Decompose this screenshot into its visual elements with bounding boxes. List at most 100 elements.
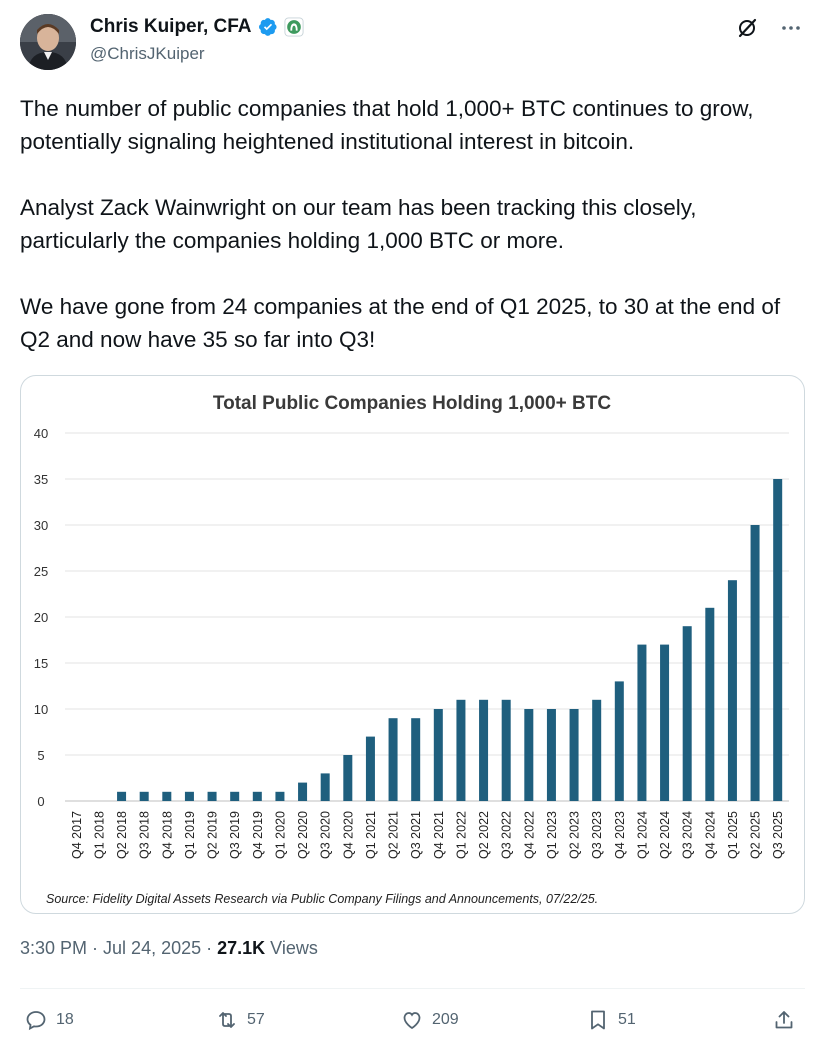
bookmark-count: 51 <box>618 1011 636 1028</box>
x-tick-label: Q4 2023 <box>613 811 627 859</box>
bar <box>546 709 556 801</box>
tweet-time[interactable]: 3:30 PM <box>20 938 88 958</box>
bar <box>479 699 489 801</box>
bar <box>388 718 398 801</box>
bar <box>456 699 466 801</box>
x-tick-label: Q3 2023 <box>590 811 604 859</box>
tweet-date[interactable]: Jul 24, 2025 <box>103 938 202 958</box>
chart-source: Source: Fidelity Digital Assets Research… <box>46 892 598 906</box>
bar <box>614 681 624 801</box>
divider <box>20 988 805 989</box>
views-label: Views <box>265 938 318 958</box>
x-tick-label: Q4 2017 <box>70 811 84 859</box>
y-tick-label: 35 <box>34 472 48 487</box>
x-tick-label: Q2 2020 <box>296 811 310 859</box>
bar <box>343 755 353 801</box>
reply-count: 18 <box>56 1011 74 1028</box>
bar <box>117 791 127 801</box>
x-tick-label: Q1 2024 <box>635 811 649 859</box>
verified-badge-icon[interactable] <box>258 17 278 37</box>
avatar[interactable] <box>20 14 76 70</box>
retweet-button[interactable]: 57 <box>215 1008 265 1032</box>
bar <box>320 773 330 801</box>
share-button[interactable] <box>772 1008 796 1032</box>
x-tick-label: Q1 2018 <box>92 811 106 859</box>
grok-icon[interactable] <box>735 16 759 40</box>
heart-icon <box>403 1012 421 1030</box>
meta-separator: · <box>201 938 218 958</box>
tweet-meta: 3:30 PM · Jul 24, 2025 · 27.1K Views <box>20 938 318 959</box>
bar <box>592 699 602 801</box>
bar <box>501 699 511 801</box>
reply-icon <box>26 1011 46 1031</box>
bar <box>275 791 285 801</box>
bar <box>207 791 217 801</box>
bar <box>252 791 262 801</box>
x-tick-label: Q4 2022 <box>522 811 536 859</box>
x-tick-label: Q4 2020 <box>341 811 355 859</box>
author-name[interactable]: Chris Kuiper, CFA <box>90 16 252 37</box>
x-tick-label: Q3 2021 <box>409 811 423 859</box>
x-tick-label: Q1 2019 <box>183 811 197 859</box>
y-tick-label: 30 <box>34 518 48 533</box>
x-tick-label: Q4 2018 <box>160 811 174 859</box>
x-tick-label: Q3 2024 <box>681 811 695 859</box>
y-tick-label: 25 <box>34 564 48 579</box>
retweet-count: 57 <box>247 1011 265 1028</box>
x-tick-label: Q2 2021 <box>387 811 401 859</box>
chart-title: Total Public Companies Holding 1,000+ BT… <box>213 393 611 414</box>
x-tick-label: Q2 2025 <box>749 811 763 859</box>
action-bar: 18 57 209 51 <box>20 1008 805 1038</box>
author-handle[interactable]: @ChrisJKuiper <box>90 44 205 63</box>
x-tick-label: Q4 2019 <box>251 811 265 859</box>
bar <box>750 525 760 801</box>
x-tick-label: Q3 2025 <box>771 811 785 859</box>
x-tick-label: Q2 2019 <box>206 811 220 859</box>
more-icon[interactable] <box>779 16 803 40</box>
x-tick-label: Q2 2023 <box>568 811 582 859</box>
tweet-paragraph: We have gone from 24 companies at the en… <box>20 294 781 352</box>
top-right-actions <box>735 16 803 40</box>
retweet-icon <box>219 1012 235 1028</box>
y-tick-label: 40 <box>34 426 48 441</box>
tweet-text: The number of public companies that hold… <box>20 92 805 389</box>
x-tick-label: Q4 2021 <box>432 811 446 859</box>
bar <box>162 791 172 801</box>
x-tick-label: Q2 2022 <box>477 811 491 859</box>
x-tick-label: Q3 2020 <box>319 811 333 859</box>
bar <box>773 479 783 801</box>
meta-separator: · <box>87 938 104 958</box>
bar <box>660 644 670 801</box>
tweet-paragraph: The number of public companies that hold… <box>20 96 754 154</box>
bookmark-button[interactable]: 51 <box>586 1008 636 1032</box>
x-tick-label: Q1 2020 <box>273 811 287 859</box>
x-tick-label: Q2 2024 <box>658 811 672 859</box>
bar <box>705 607 715 801</box>
bar-chart: Total Public Companies Holding 1,000+ BT… <box>34 393 789 906</box>
y-tick-label: 20 <box>34 610 48 625</box>
views-count[interactable]: 27.1K <box>217 938 266 958</box>
bar <box>365 736 375 801</box>
x-tick-label: Q1 2022 <box>454 811 468 859</box>
bar <box>230 791 240 801</box>
x-tick-label: Q2 2018 <box>115 811 129 859</box>
bar <box>682 626 692 801</box>
y-tick-label: 10 <box>34 702 48 717</box>
bar <box>637 644 647 801</box>
share-icon <box>775 1011 793 1029</box>
affiliate-badge-icon[interactable] <box>283 17 304 37</box>
bar <box>411 718 421 801</box>
reply-button[interactable]: 18 <box>24 1008 74 1032</box>
author-name-row: Chris Kuiper, CFA <box>90 16 304 38</box>
bookmark-icon <box>591 1010 605 1030</box>
x-tick-label: Q3 2022 <box>500 811 514 859</box>
bar <box>184 791 194 801</box>
bar <box>433 709 443 801</box>
x-tick-label: Q1 2021 <box>364 811 378 859</box>
like-button[interactable]: 209 <box>400 1008 459 1032</box>
x-tick-label: Q3 2019 <box>228 811 242 859</box>
bar <box>298 782 308 801</box>
chart-image-card[interactable]: Total Public Companies Holding 1,000+ BT… <box>20 375 805 914</box>
tweet-paragraph: Analyst Zack Wainwright on our team has … <box>20 195 697 253</box>
x-tick-label: Q1 2025 <box>726 811 740 859</box>
